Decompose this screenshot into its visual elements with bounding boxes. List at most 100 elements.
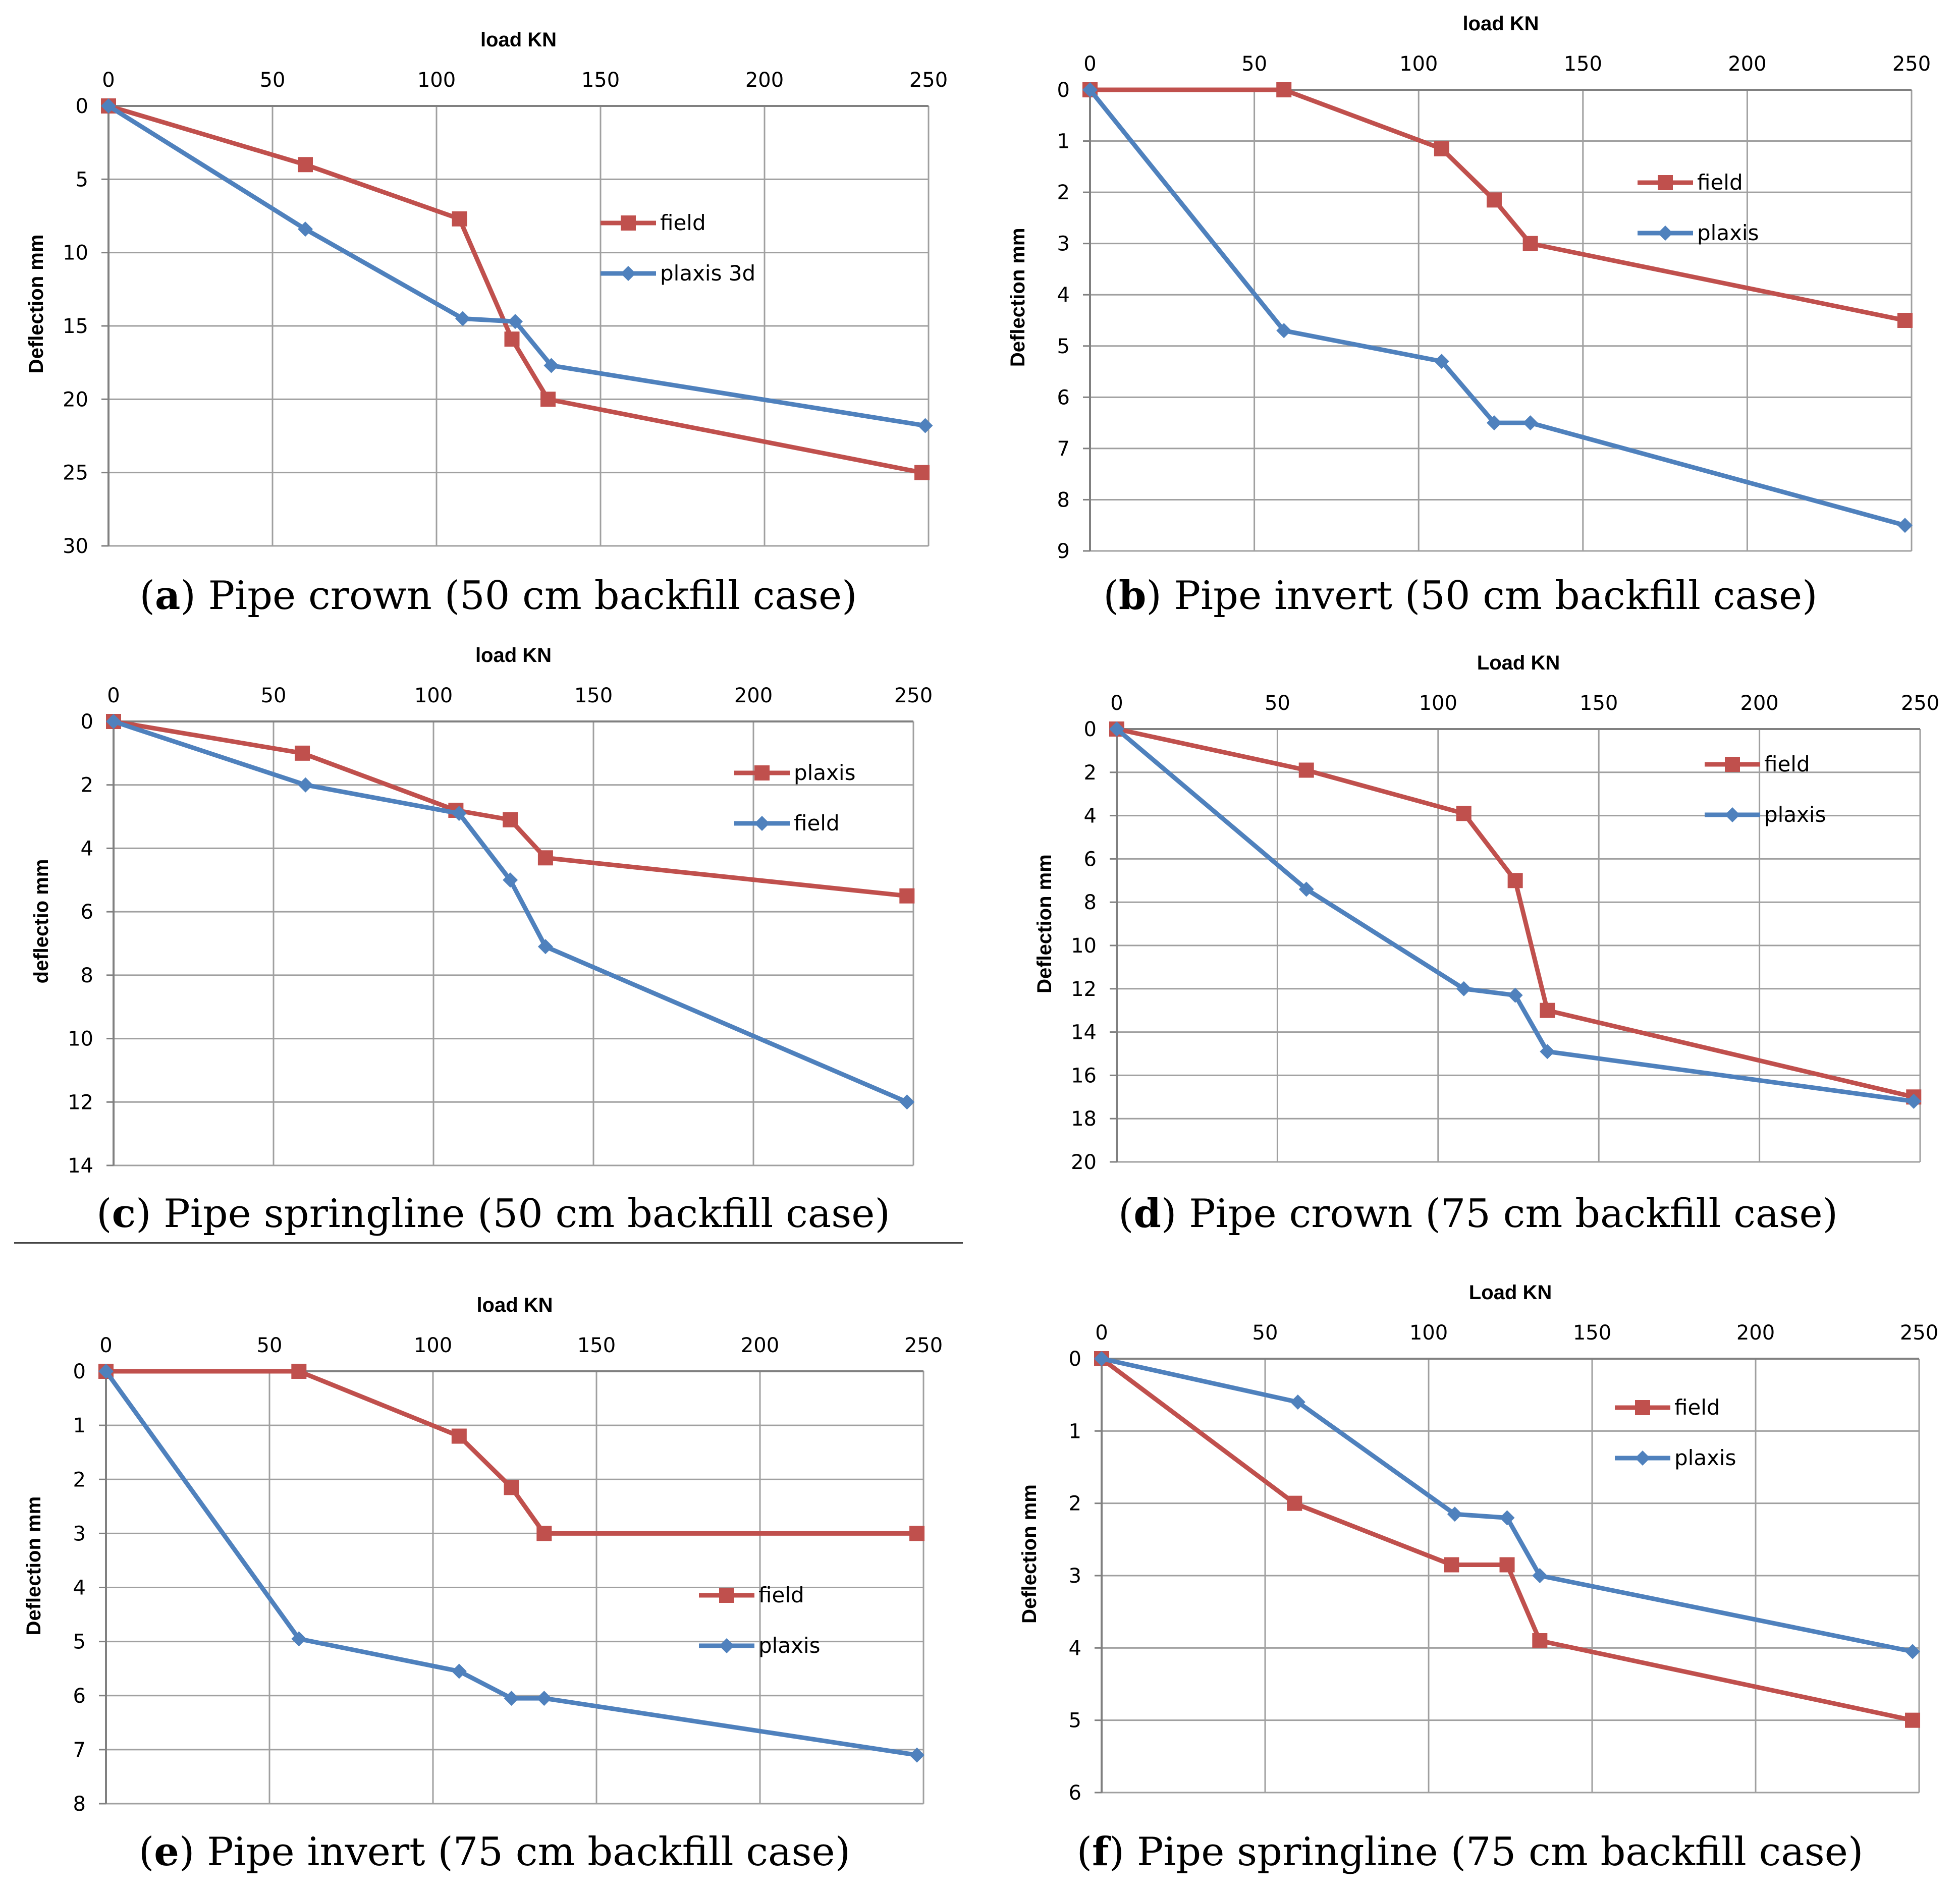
x-axis-title: load KN bbox=[480, 29, 557, 51]
y-axis-title: Deflection mm bbox=[1033, 854, 1056, 993]
legend-label: plaxis bbox=[1764, 802, 1826, 827]
caption-letter: e bbox=[154, 1829, 179, 1875]
data-point-square bbox=[1276, 82, 1292, 97]
y-axis-title: Deflection mm bbox=[25, 235, 47, 374]
legend-marker-diamond bbox=[1658, 226, 1673, 241]
legend-label: plaxis bbox=[1697, 220, 1759, 245]
x-tick-label: 150 bbox=[574, 684, 613, 707]
data-point-square bbox=[914, 465, 930, 480]
data-point-diamond bbox=[101, 98, 116, 114]
data-point-square bbox=[291, 1364, 307, 1379]
x-axis-title: load KN bbox=[475, 644, 552, 666]
data-point-square bbox=[452, 211, 467, 227]
data-point-diamond bbox=[1094, 1351, 1109, 1366]
y-tick-label: 0 bbox=[73, 1360, 86, 1383]
series-line-plaxis bbox=[113, 719, 907, 899]
caption-text: Pipe springline (75 cm backfill case) bbox=[1136, 1829, 1864, 1875]
x-tick-label: 200 bbox=[1740, 692, 1778, 715]
y-tick-label: 8 bbox=[81, 964, 93, 987]
data-point-square bbox=[1905, 1712, 1921, 1728]
y-tick-label: 6 bbox=[73, 1685, 86, 1708]
x-tick-label: 100 bbox=[1409, 1321, 1448, 1345]
data-point-square bbox=[540, 392, 556, 407]
x-axis-title: Load KN bbox=[1477, 652, 1560, 674]
y-tick-label: 7 bbox=[1057, 437, 1070, 461]
y-tick-label: 14 bbox=[1071, 1021, 1097, 1044]
y-axis-title: Deflection mm bbox=[23, 1496, 45, 1636]
x-tick-label: 200 bbox=[1728, 52, 1766, 76]
series-line-field bbox=[1100, 1357, 1913, 1723]
caption-paren-open: ( bbox=[1076, 1829, 1093, 1875]
caption-text: Pipe invert (50 cm backfill case) bbox=[1174, 573, 1818, 619]
caption-paren-close: ) bbox=[1161, 1191, 1189, 1237]
chart-d: 0 50 100 150 200 250 0 2 4 6 8 10 12 14 16 18 20 Load KN D… bbox=[1033, 652, 1939, 1174]
chart-a: 0 50 100 150 200 250 0 5 10 15 20 25 30 load KN Deflec… bbox=[25, 29, 948, 558]
caption-paren-close: ) bbox=[1146, 573, 1174, 619]
caption-letter: b bbox=[1118, 573, 1147, 619]
x-tick-label: 0 bbox=[1095, 1321, 1108, 1345]
series-line-field bbox=[113, 719, 908, 1104]
x-axis-title: load KN bbox=[1462, 13, 1539, 35]
x-tick-label: 50 bbox=[257, 1334, 283, 1357]
y-tick-label: 20 bbox=[1071, 1151, 1097, 1174]
y-tick-label: 6 bbox=[81, 901, 93, 924]
y-tick-label: 0 bbox=[76, 95, 88, 118]
caption-text: Pipe invert (75 cm backfill case) bbox=[207, 1829, 851, 1875]
series-line-plaxis bbox=[1101, 1356, 1913, 1654]
y-tick-label: 6 bbox=[1057, 386, 1070, 409]
data-point-square bbox=[1532, 1633, 1548, 1648]
x-tick-label: 0 bbox=[1110, 692, 1123, 715]
data-point-diamond bbox=[451, 1663, 467, 1679]
caption-text: Pipe springline (50 cm backfill case) bbox=[164, 1191, 890, 1237]
y-tick-label: 6 bbox=[1069, 1781, 1081, 1805]
data-point-diamond bbox=[536, 1691, 552, 1706]
data-point-diamond bbox=[1447, 1507, 1462, 1522]
section-divider bbox=[14, 1242, 963, 1244]
y-tick-label: 30 bbox=[63, 535, 88, 558]
caption-letter: f bbox=[1092, 1829, 1109, 1875]
y-tick-label: 1 bbox=[1057, 130, 1070, 153]
data-point-square bbox=[503, 812, 518, 827]
y-tick-label: 8 bbox=[1057, 488, 1070, 512]
data-point-square bbox=[536, 1526, 552, 1541]
data-point-diamond bbox=[298, 777, 313, 793]
caption-paren-close: ) bbox=[179, 1829, 207, 1875]
y-tick-label: 4 bbox=[1084, 805, 1097, 828]
data-point-diamond bbox=[1540, 1044, 1555, 1059]
legend-marker-square bbox=[621, 215, 636, 231]
caption-paren-close: ) bbox=[136, 1191, 164, 1237]
data-point-square bbox=[1298, 762, 1314, 778]
caption-f: (f) Pipe springline (75 cm backfill case… bbox=[1016, 1829, 1924, 1875]
series-line-field bbox=[1116, 727, 1915, 1099]
x-tick-label: 50 bbox=[1241, 52, 1267, 76]
data-point-diamond bbox=[537, 939, 553, 955]
y-tick-label: 1 bbox=[73, 1414, 86, 1437]
caption-a: (a) Pipe crown (50 cm backfill case) bbox=[44, 573, 953, 619]
legend-label: plaxis bbox=[1674, 1445, 1736, 1470]
caption-b: (b) Pipe invert (50 cm backfill case) bbox=[1006, 573, 1915, 619]
chart-b: 0 50 100 150 200 250 0 1 2 3 4 5 6 7 8 9 load KN Deflecti… bbox=[1007, 13, 1931, 563]
y-tick-label: 0 bbox=[1084, 718, 1097, 741]
x-axis-title: load KN bbox=[476, 1294, 553, 1316]
legend-label: field bbox=[1764, 752, 1810, 776]
x-tick-label: 50 bbox=[1265, 692, 1290, 715]
data-point-square bbox=[909, 1526, 925, 1541]
caption-c: (c) Pipe springline (50 cm backfill case… bbox=[39, 1191, 948, 1237]
x-tick-label: 0 bbox=[102, 69, 115, 92]
data-point-diamond bbox=[106, 714, 121, 729]
data-point-diamond bbox=[543, 358, 559, 373]
data-point-square bbox=[1507, 873, 1523, 888]
x-tick-label: 200 bbox=[741, 1334, 779, 1357]
legend-marker-square bbox=[1725, 757, 1740, 772]
data-point-diamond bbox=[1456, 981, 1472, 996]
data-point-diamond bbox=[1486, 415, 1502, 431]
y-axis-title: Deflection mm bbox=[1018, 1484, 1041, 1624]
x-tick-label: 200 bbox=[734, 684, 773, 707]
y-tick-label: 5 bbox=[76, 168, 88, 191]
x-tick-label: 0 bbox=[1083, 52, 1096, 76]
y-axis-title: Deflection mm bbox=[1007, 228, 1029, 367]
y-tick-label: 12 bbox=[1071, 978, 1097, 1001]
y-tick-label: 2 bbox=[1057, 181, 1070, 204]
y-tick-label: 2 bbox=[81, 774, 93, 797]
